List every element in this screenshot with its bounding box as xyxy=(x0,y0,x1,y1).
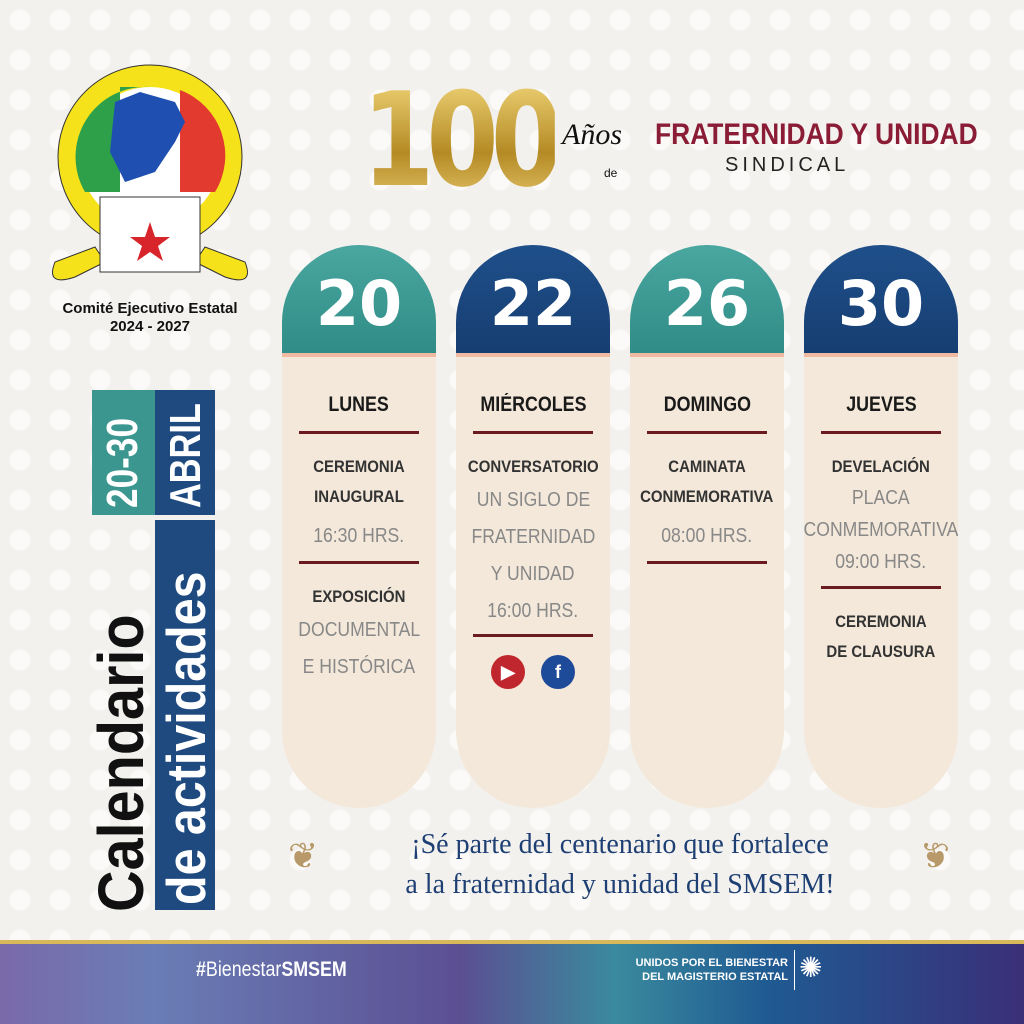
day-column-22: 22 MIÉRCOLES CONVERSATORIO UN SIGLO DE F… xyxy=(456,245,610,808)
event-title: CEREMONIA xyxy=(313,457,405,476)
weekday: MIÉRCOLES xyxy=(479,393,587,416)
youtube-icon[interactable]: ▶ xyxy=(491,655,525,689)
smsem-logo xyxy=(52,64,248,281)
title-actividades: de actividades xyxy=(155,571,217,905)
event-detail: DOCUMENTAL xyxy=(298,619,420,641)
date: 22 xyxy=(456,245,610,357)
weekday: DOMINGO xyxy=(663,393,751,416)
day-column-26: 26 DOMINGO CAMINATA CONMEMORATIVA 08:00 … xyxy=(630,245,784,808)
divider xyxy=(821,586,941,589)
subheadline: SINDICAL xyxy=(725,154,850,176)
event-time: 08:00 HRS. xyxy=(661,525,753,547)
event-detail: E HISTÓRICA xyxy=(302,656,416,678)
slogan-line-1: ¡Sé parte del centenario que fortalece xyxy=(411,829,829,860)
date-range: 20-30 xyxy=(98,417,147,508)
month: ABRIL xyxy=(161,403,210,508)
day-column-30: 30 JUEVES DEVELACIÓN PLACA CONMEMORATIVA… xyxy=(804,245,958,808)
title-calendario: Calendario xyxy=(85,614,157,912)
date: 26 xyxy=(630,245,784,357)
event-title: INAUGURAL xyxy=(314,487,404,506)
divider xyxy=(647,561,767,564)
event-title: CAMINATA xyxy=(668,457,746,476)
footer-bar: #BienestarSMSEM UNIDOS POR EL BIENESTAR … xyxy=(0,940,1024,1024)
event-time: 16:30 HRS. xyxy=(313,525,405,547)
day-column-20: 20 LUNES CEREMONIA INAUGURAL 16:30 HRS. … xyxy=(282,245,436,808)
divider xyxy=(821,431,941,434)
headline: FRATERNIDAD Y UNIDAD xyxy=(655,118,978,151)
ornament-left-icon: ❦ xyxy=(288,835,319,876)
event-title: EXPOSICIÓN xyxy=(312,587,406,606)
hashtag-icon: # xyxy=(196,958,206,981)
divider xyxy=(299,431,419,434)
event-detail: CONMEMORATIVA xyxy=(804,519,958,541)
event-detail: PLACA xyxy=(852,487,910,509)
hashtag-part: SMSEM xyxy=(281,958,347,981)
divider xyxy=(473,634,593,637)
hundred-number: 100 xyxy=(362,64,563,216)
divider xyxy=(299,561,419,564)
event-title: CONMEMORATIVA xyxy=(640,487,774,506)
logo-period: 2024 - 2027 xyxy=(109,318,191,335)
divider xyxy=(473,431,593,434)
star-emblem-icon: ✺ xyxy=(794,950,822,990)
facebook-icon[interactable]: f xyxy=(541,655,575,689)
event-detail: FRATERNIDAD xyxy=(471,526,595,548)
event-detail: UN SIGLO DE xyxy=(476,489,590,511)
event-time: 16:00 HRS. xyxy=(487,600,579,622)
event-title: CONVERSATORIO xyxy=(467,457,599,476)
anos-script: Años xyxy=(562,118,622,151)
event-time: 09:00 HRS. xyxy=(835,551,927,573)
ornament-right-icon: ❦ xyxy=(920,835,951,876)
range-box xyxy=(92,390,155,515)
hashtag: #BienestarSMSEM xyxy=(196,958,347,982)
month-box xyxy=(155,390,215,515)
divider xyxy=(647,431,767,434)
event-detail: Y UNIDAD xyxy=(491,563,575,585)
motto-line: UNIDOS POR EL BIENESTAR xyxy=(635,957,788,969)
event-title: CEREMONIA xyxy=(835,612,927,631)
weekday: JUEVES xyxy=(845,393,917,416)
date: 30 xyxy=(804,245,958,357)
de-text: de xyxy=(604,166,618,180)
motto-line: DEL MAGISTERIO ESTATAL xyxy=(642,971,788,983)
event-title: DE CLAUSURA xyxy=(826,642,936,661)
slogan-line-2: a la fraternidad y unidad del SMSEM! xyxy=(405,869,835,900)
date: 20 xyxy=(282,245,436,357)
subtitle-box xyxy=(155,520,215,910)
weekday: LUNES xyxy=(328,393,390,416)
event-title: DEVELACIÓN xyxy=(831,457,931,476)
logo-caption: Comité Ejecutivo Estatal xyxy=(62,300,238,317)
hashtag-part: Bienestar xyxy=(205,958,282,981)
motto: UNIDOS POR EL BIENESTAR DEL MAGISTERIO E… xyxy=(600,956,788,984)
